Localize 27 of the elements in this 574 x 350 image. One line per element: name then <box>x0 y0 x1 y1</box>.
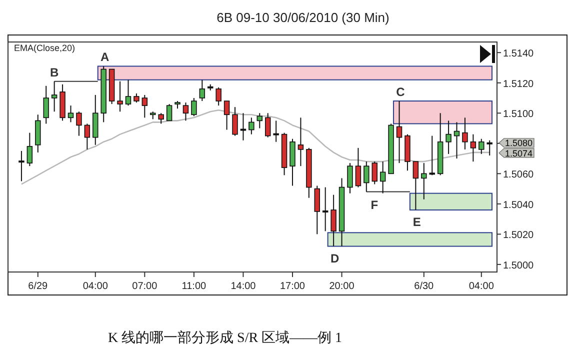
x-tick-label: 17:00 <box>280 281 306 292</box>
x-tick-label: 07:00 <box>132 281 158 292</box>
x-tick-label: 11:00 <box>182 281 207 292</box>
ref-line-label: F <box>370 198 378 212</box>
x-tick-label: 6/30 <box>414 281 434 292</box>
annotation: EMA(Close,20) <box>14 43 76 53</box>
band-label: D <box>330 251 340 266</box>
ref-line-label: B <box>50 65 59 80</box>
chart-title: 6B 09-10 30/06/2010 (30 Min) <box>216 10 390 25</box>
band-label: A <box>100 50 110 64</box>
price-tag: 1.5080 <box>498 138 534 148</box>
y-tick-label: 1.5060 <box>503 170 534 181</box>
y-tick-label: 1.5000 <box>503 260 534 272</box>
x-tick-label: 04:00 <box>82 281 108 292</box>
band-label: C <box>396 85 406 100</box>
y-tick-label: 1.5040 <box>503 200 534 211</box>
band-label: E <box>412 214 421 229</box>
x-tick-label: 6/29 <box>28 281 48 292</box>
text: K 线的哪一部分形成 S/R 区域——例 1 <box>108 330 342 346</box>
y-tick-label: 1.5140 <box>503 48 534 60</box>
x-tick-label: 04:00 <box>468 281 494 292</box>
y-tick-label: 1.5100 <box>503 109 534 120</box>
x-tick-label: 20:00 <box>329 281 355 292</box>
price-tag: 1.5074 <box>498 148 534 158</box>
y-tick-label: 1.5020 <box>503 230 534 242</box>
y-tick-label: 1.5120 <box>503 78 534 90</box>
x-tick-label: 14:00 <box>230 281 256 292</box>
